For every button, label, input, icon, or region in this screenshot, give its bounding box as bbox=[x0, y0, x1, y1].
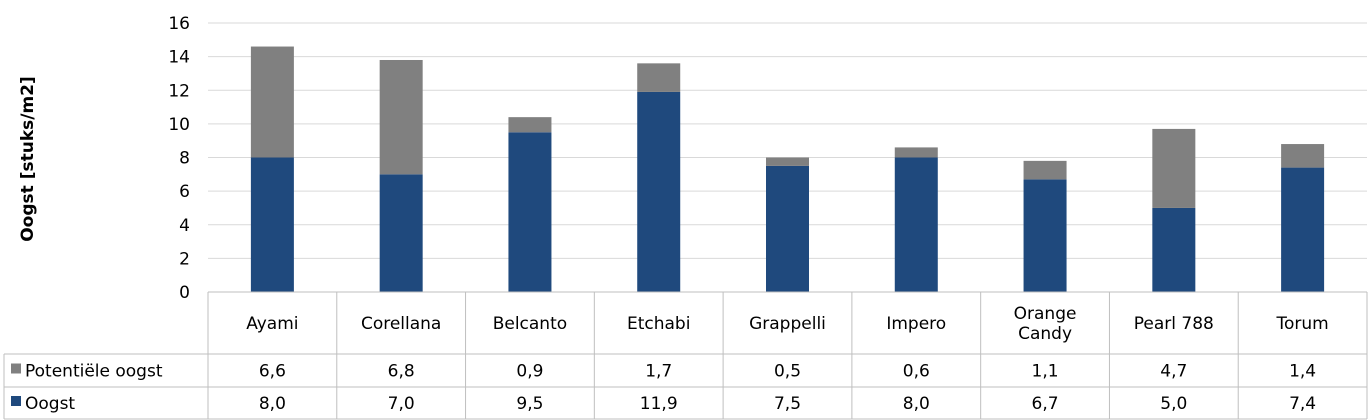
bar-segment bbox=[250, 157, 294, 292]
table-cell: 1,7 bbox=[645, 362, 672, 382]
bar-segment bbox=[637, 63, 681, 92]
bar-segment bbox=[379, 174, 423, 292]
bars bbox=[250, 46, 1325, 293]
table-cell: 7,4 bbox=[1289, 394, 1316, 414]
data-table: Ayami Corellana Belcanto Etchabi Grappelli Im… bbox=[3, 291, 1368, 420]
y-tick-label: 6 bbox=[179, 182, 190, 202]
y-axis-label: Oogst [stuks/m2] bbox=[18, 76, 38, 242]
table-cell: 6,6 bbox=[259, 362, 286, 382]
table-cell: 0,5 bbox=[774, 362, 801, 382]
category-label: Ayami bbox=[246, 314, 298, 334]
y-tick-label: 14 bbox=[168, 48, 190, 68]
bar-segment bbox=[894, 157, 938, 292]
table-cell: 8,0 bbox=[903, 394, 930, 414]
legend-swatch bbox=[11, 363, 21, 374]
bar-segment bbox=[894, 147, 938, 158]
table-cell: 5,0 bbox=[1160, 394, 1187, 414]
bar-segment bbox=[1281, 144, 1325, 168]
table-cell: 6,7 bbox=[1032, 394, 1059, 414]
table-cell: 0,9 bbox=[516, 362, 543, 382]
category-label: Orange Candy bbox=[1014, 304, 1077, 344]
bar-segment bbox=[508, 132, 552, 292]
table-cell: 7,0 bbox=[388, 394, 415, 414]
y-tick-label: 10 bbox=[168, 115, 190, 135]
category-label: Belcanto bbox=[493, 314, 567, 334]
y-tick-label: 0 bbox=[179, 283, 190, 303]
y-tick-label: 2 bbox=[179, 249, 190, 269]
category-label: Torum bbox=[1275, 314, 1328, 334]
table-cell: 0,6 bbox=[903, 362, 930, 382]
category-label: Etchabi bbox=[627, 314, 690, 334]
table-cell: 1,4 bbox=[1289, 362, 1316, 382]
y-axis: 0 2 4 6 8 10 12 14 16 bbox=[168, 14, 190, 303]
bar-segment bbox=[250, 46, 294, 158]
bar-segment bbox=[1152, 128, 1196, 208]
legend-swatch bbox=[11, 396, 21, 406]
bar-segment bbox=[637, 91, 681, 293]
category-label: Grappelli bbox=[749, 314, 826, 334]
table-cell: 11,9 bbox=[640, 394, 678, 414]
y-tick-label: 4 bbox=[179, 216, 190, 236]
legend-label: Potentiële oogst bbox=[25, 362, 163, 382]
legend-label: Oogst bbox=[25, 394, 75, 414]
table-cell: 7,5 bbox=[774, 394, 801, 414]
bar-segment bbox=[508, 117, 552, 133]
category-label: Corellana bbox=[361, 314, 441, 334]
bar-segment bbox=[1152, 207, 1196, 292]
table-cell: 4,7 bbox=[1160, 362, 1187, 382]
bar-segment bbox=[1023, 160, 1067, 180]
bar-segment bbox=[1023, 179, 1067, 292]
table-cell: 1,1 bbox=[1032, 362, 1059, 382]
y-tick-label: 16 bbox=[168, 14, 190, 34]
bar-segment bbox=[1281, 167, 1325, 292]
y-tick-label: 12 bbox=[168, 81, 190, 101]
table-cell: 9,5 bbox=[516, 394, 543, 414]
bar-segment bbox=[379, 59, 423, 175]
table-cell: 8,0 bbox=[259, 394, 286, 414]
bar-segment bbox=[766, 157, 809, 166]
bar-segment bbox=[766, 165, 809, 292]
table-cell: 6,8 bbox=[388, 362, 415, 382]
y-tick-label: 8 bbox=[179, 149, 190, 169]
category-label: Pearl 788 bbox=[1134, 314, 1214, 334]
category-label: Impero bbox=[886, 314, 946, 334]
